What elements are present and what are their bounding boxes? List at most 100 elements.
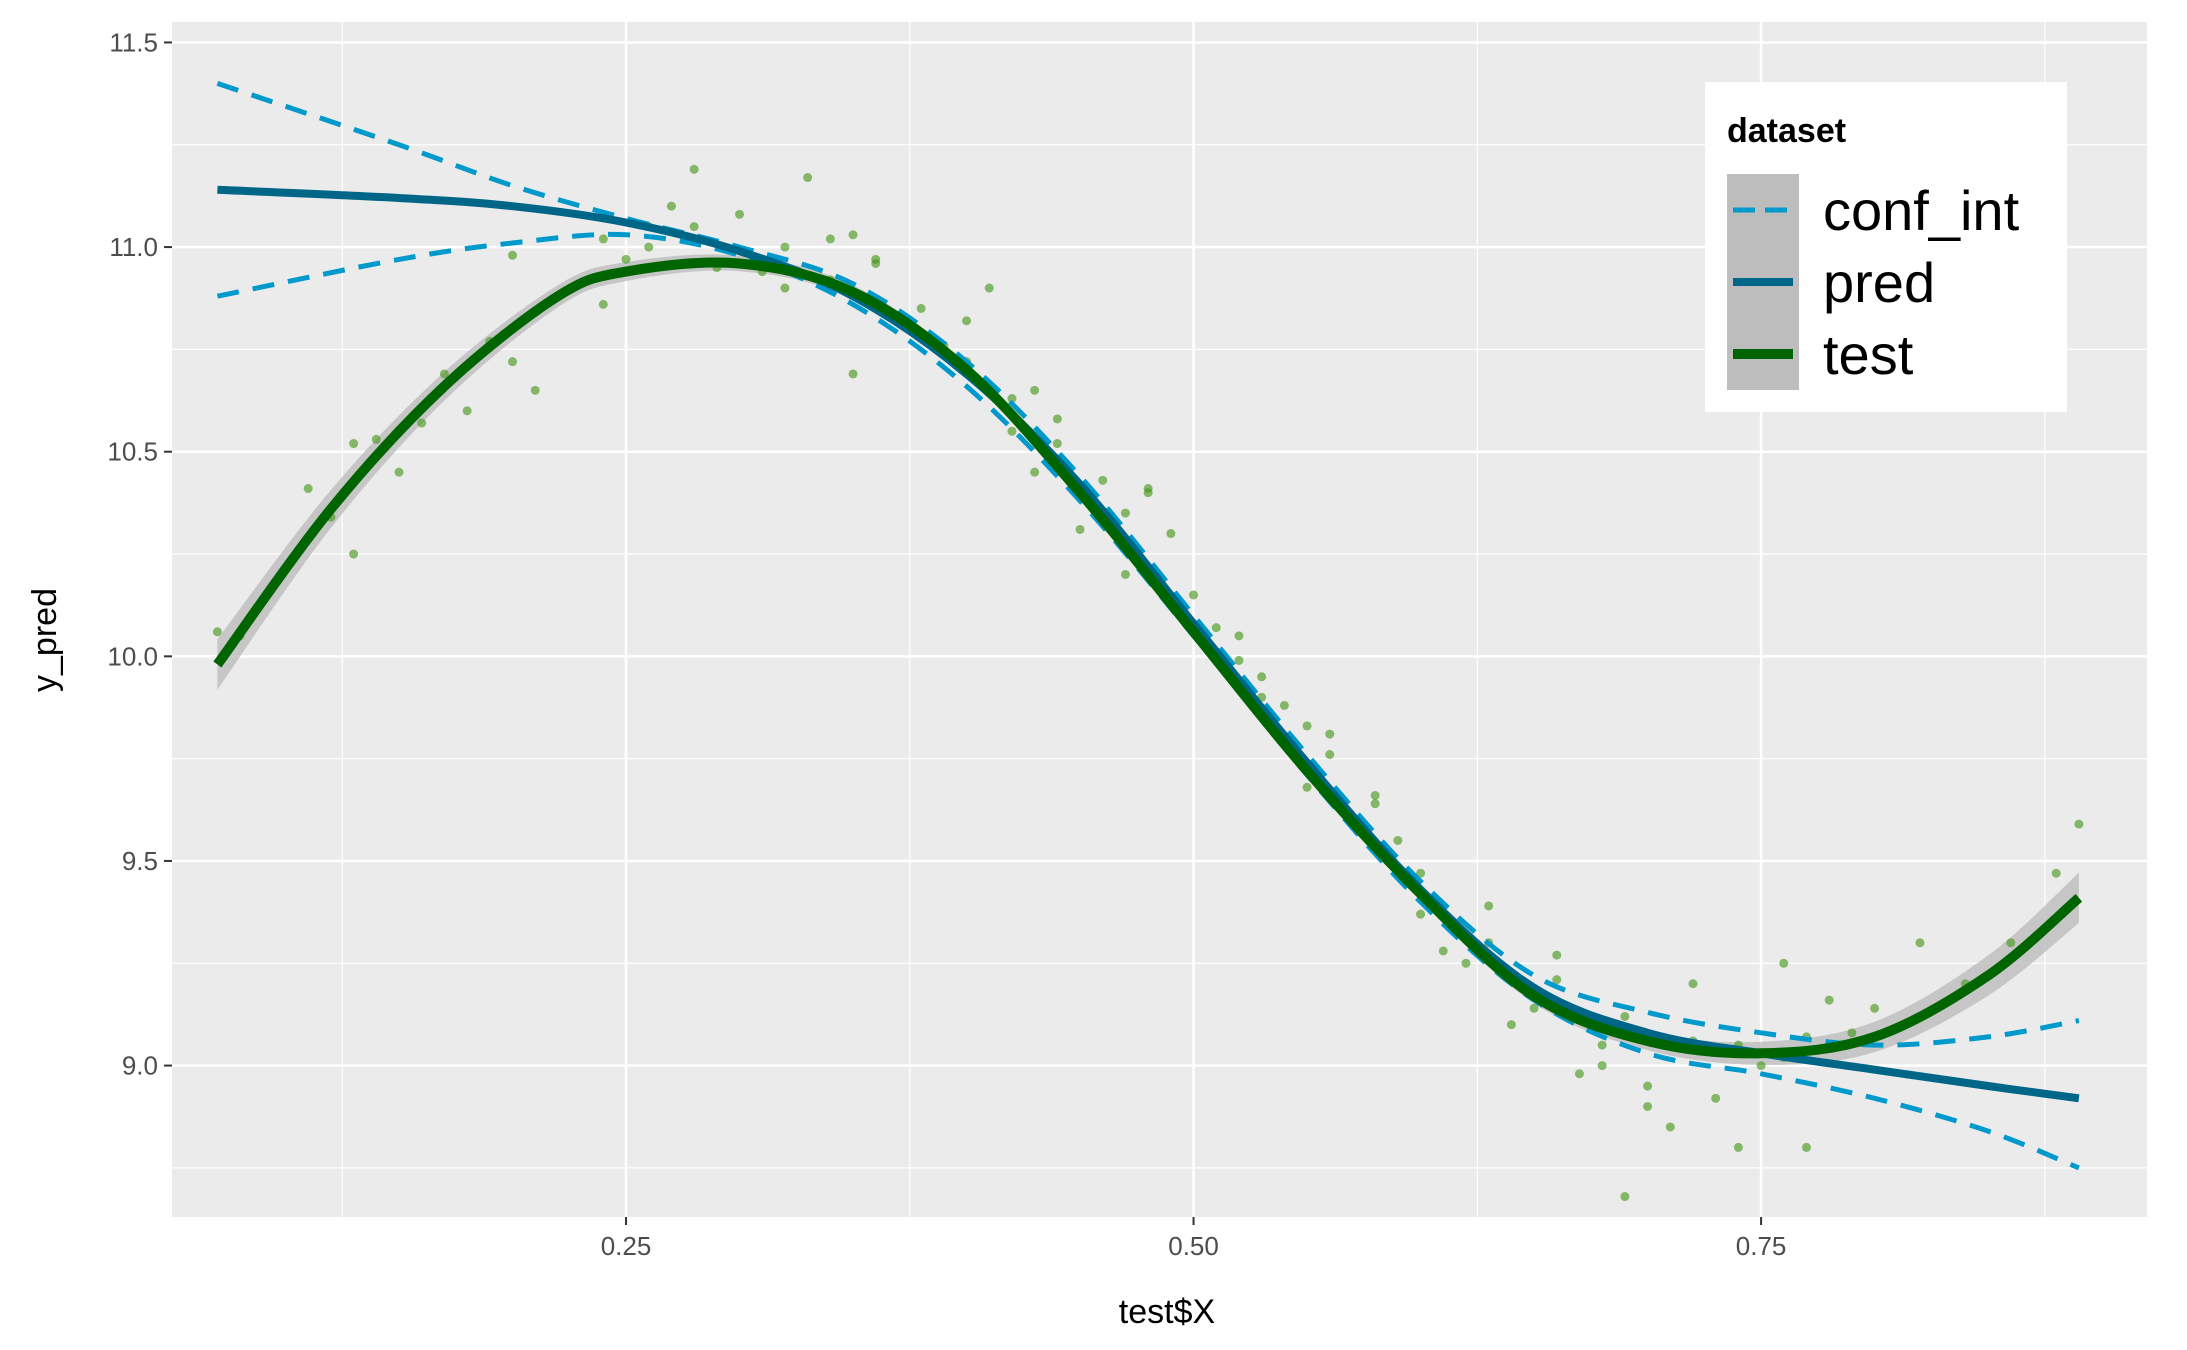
- test-point: [1211, 623, 1221, 633]
- test-point: [1370, 799, 1380, 809]
- test-point: [1120, 508, 1130, 518]
- test-point: [780, 283, 790, 293]
- test-point: [666, 201, 676, 211]
- test-point: [1620, 1192, 1630, 1202]
- legend-title: dataset: [1727, 112, 1846, 150]
- test-point: [871, 254, 881, 264]
- test-point: [1552, 950, 1562, 960]
- test-point: [508, 250, 518, 260]
- test-point: [1166, 529, 1176, 539]
- test-point: [1052, 439, 1062, 449]
- test-point: [1574, 1069, 1584, 1079]
- test-point: [303, 484, 313, 494]
- test-point: [1030, 385, 1040, 395]
- x-axis-title: test$X: [1119, 1293, 1215, 1331]
- legend-item-test: test: [1727, 318, 1914, 390]
- test-point: [1643, 1102, 1653, 1112]
- test-point: [349, 549, 359, 559]
- test-point: [349, 439, 359, 449]
- test-point: [1234, 631, 1244, 641]
- test-point: [417, 418, 427, 428]
- test-point: [825, 234, 835, 244]
- test-point: [644, 242, 654, 252]
- test-point: [1665, 1122, 1675, 1132]
- x-tick-label: 0.50: [1168, 1231, 1219, 1261]
- y-tick-label: 11.5: [109, 27, 158, 57]
- legend-label: pred: [1823, 251, 1935, 314]
- test-point: [1189, 590, 1199, 600]
- test-point: [439, 369, 449, 379]
- test-point: [212, 627, 222, 637]
- y-tick-label: 10.0: [107, 641, 158, 671]
- series-line-conf_int-upper: [216, 81, 2080, 1048]
- test-point: [598, 299, 608, 309]
- test-point: [848, 369, 858, 379]
- test-point: [1620, 1011, 1630, 1021]
- legend-item-conf-int: conf_int: [1727, 174, 2020, 246]
- test-point: [1098, 475, 1108, 485]
- test-point: [1801, 1142, 1811, 1152]
- test-point: [508, 357, 518, 367]
- test-point: [1688, 979, 1698, 989]
- test-point: [1915, 938, 1925, 948]
- test-point: [1370, 790, 1380, 800]
- test-point: [1007, 426, 1017, 436]
- test-point: [1711, 1093, 1721, 1103]
- legend-item-pred: pred: [1727, 246, 1935, 318]
- legend-label: test: [1823, 323, 1914, 386]
- series-line-test: [213, 257, 2083, 1059]
- test-point: [984, 283, 994, 293]
- test-point: [2051, 868, 2061, 878]
- test-point: [1597, 1040, 1607, 1050]
- test-point: [803, 173, 813, 183]
- test-point: [1416, 909, 1426, 919]
- test-point: [689, 222, 699, 232]
- y-tick-label: 9.5: [122, 846, 158, 876]
- test-point: [1484, 901, 1494, 911]
- test-point: [962, 316, 972, 326]
- test-point: [1824, 995, 1834, 1005]
- test-point: [1506, 1020, 1516, 1030]
- test-point: [1870, 1003, 1880, 1013]
- y-axis-title: y_pred: [26, 588, 64, 692]
- test-point: [1325, 750, 1335, 760]
- test-point: [1643, 1081, 1653, 1091]
- test-point: [621, 254, 631, 264]
- test-point: [1529, 1003, 1539, 1013]
- test-point: [394, 467, 404, 477]
- test-point: [735, 209, 745, 219]
- y-tick-label: 9.0: [122, 1051, 158, 1081]
- test-point: [848, 230, 858, 240]
- test-point: [1325, 729, 1335, 739]
- test-point: [1847, 1028, 1857, 1038]
- test-point: [1007, 394, 1017, 404]
- test-point: [916, 303, 926, 313]
- test-point: [780, 242, 790, 252]
- y-tick-label: 11.0: [109, 232, 158, 262]
- test-point: [689, 164, 699, 174]
- test-point: [2074, 819, 2084, 829]
- test-point: [1461, 958, 1471, 968]
- test-point: [1052, 414, 1062, 424]
- test-point: [1779, 958, 1789, 968]
- test-point: [1234, 655, 1244, 665]
- test-point: [1438, 946, 1448, 956]
- test-point: [1302, 721, 1312, 731]
- test-point: [1143, 484, 1153, 494]
- scatter-points: [212, 164, 2084, 1202]
- x-tick-label: 0.75: [1736, 1231, 1787, 1261]
- test-point: [1552, 975, 1562, 985]
- test-point: [530, 385, 540, 395]
- series-lines: [213, 81, 2083, 1171]
- y-axis-ticks: 9.0 9.5 10.0 10.5 11.0 11.5: [107, 27, 172, 1081]
- test-point: [1756, 1061, 1766, 1071]
- test-point: [1733, 1142, 1743, 1152]
- test-point: [1279, 700, 1289, 710]
- test-point: [1257, 672, 1267, 682]
- test-point: [2006, 938, 2016, 948]
- test-point: [1030, 467, 1040, 477]
- major-gridlines: [172, 22, 2147, 1217]
